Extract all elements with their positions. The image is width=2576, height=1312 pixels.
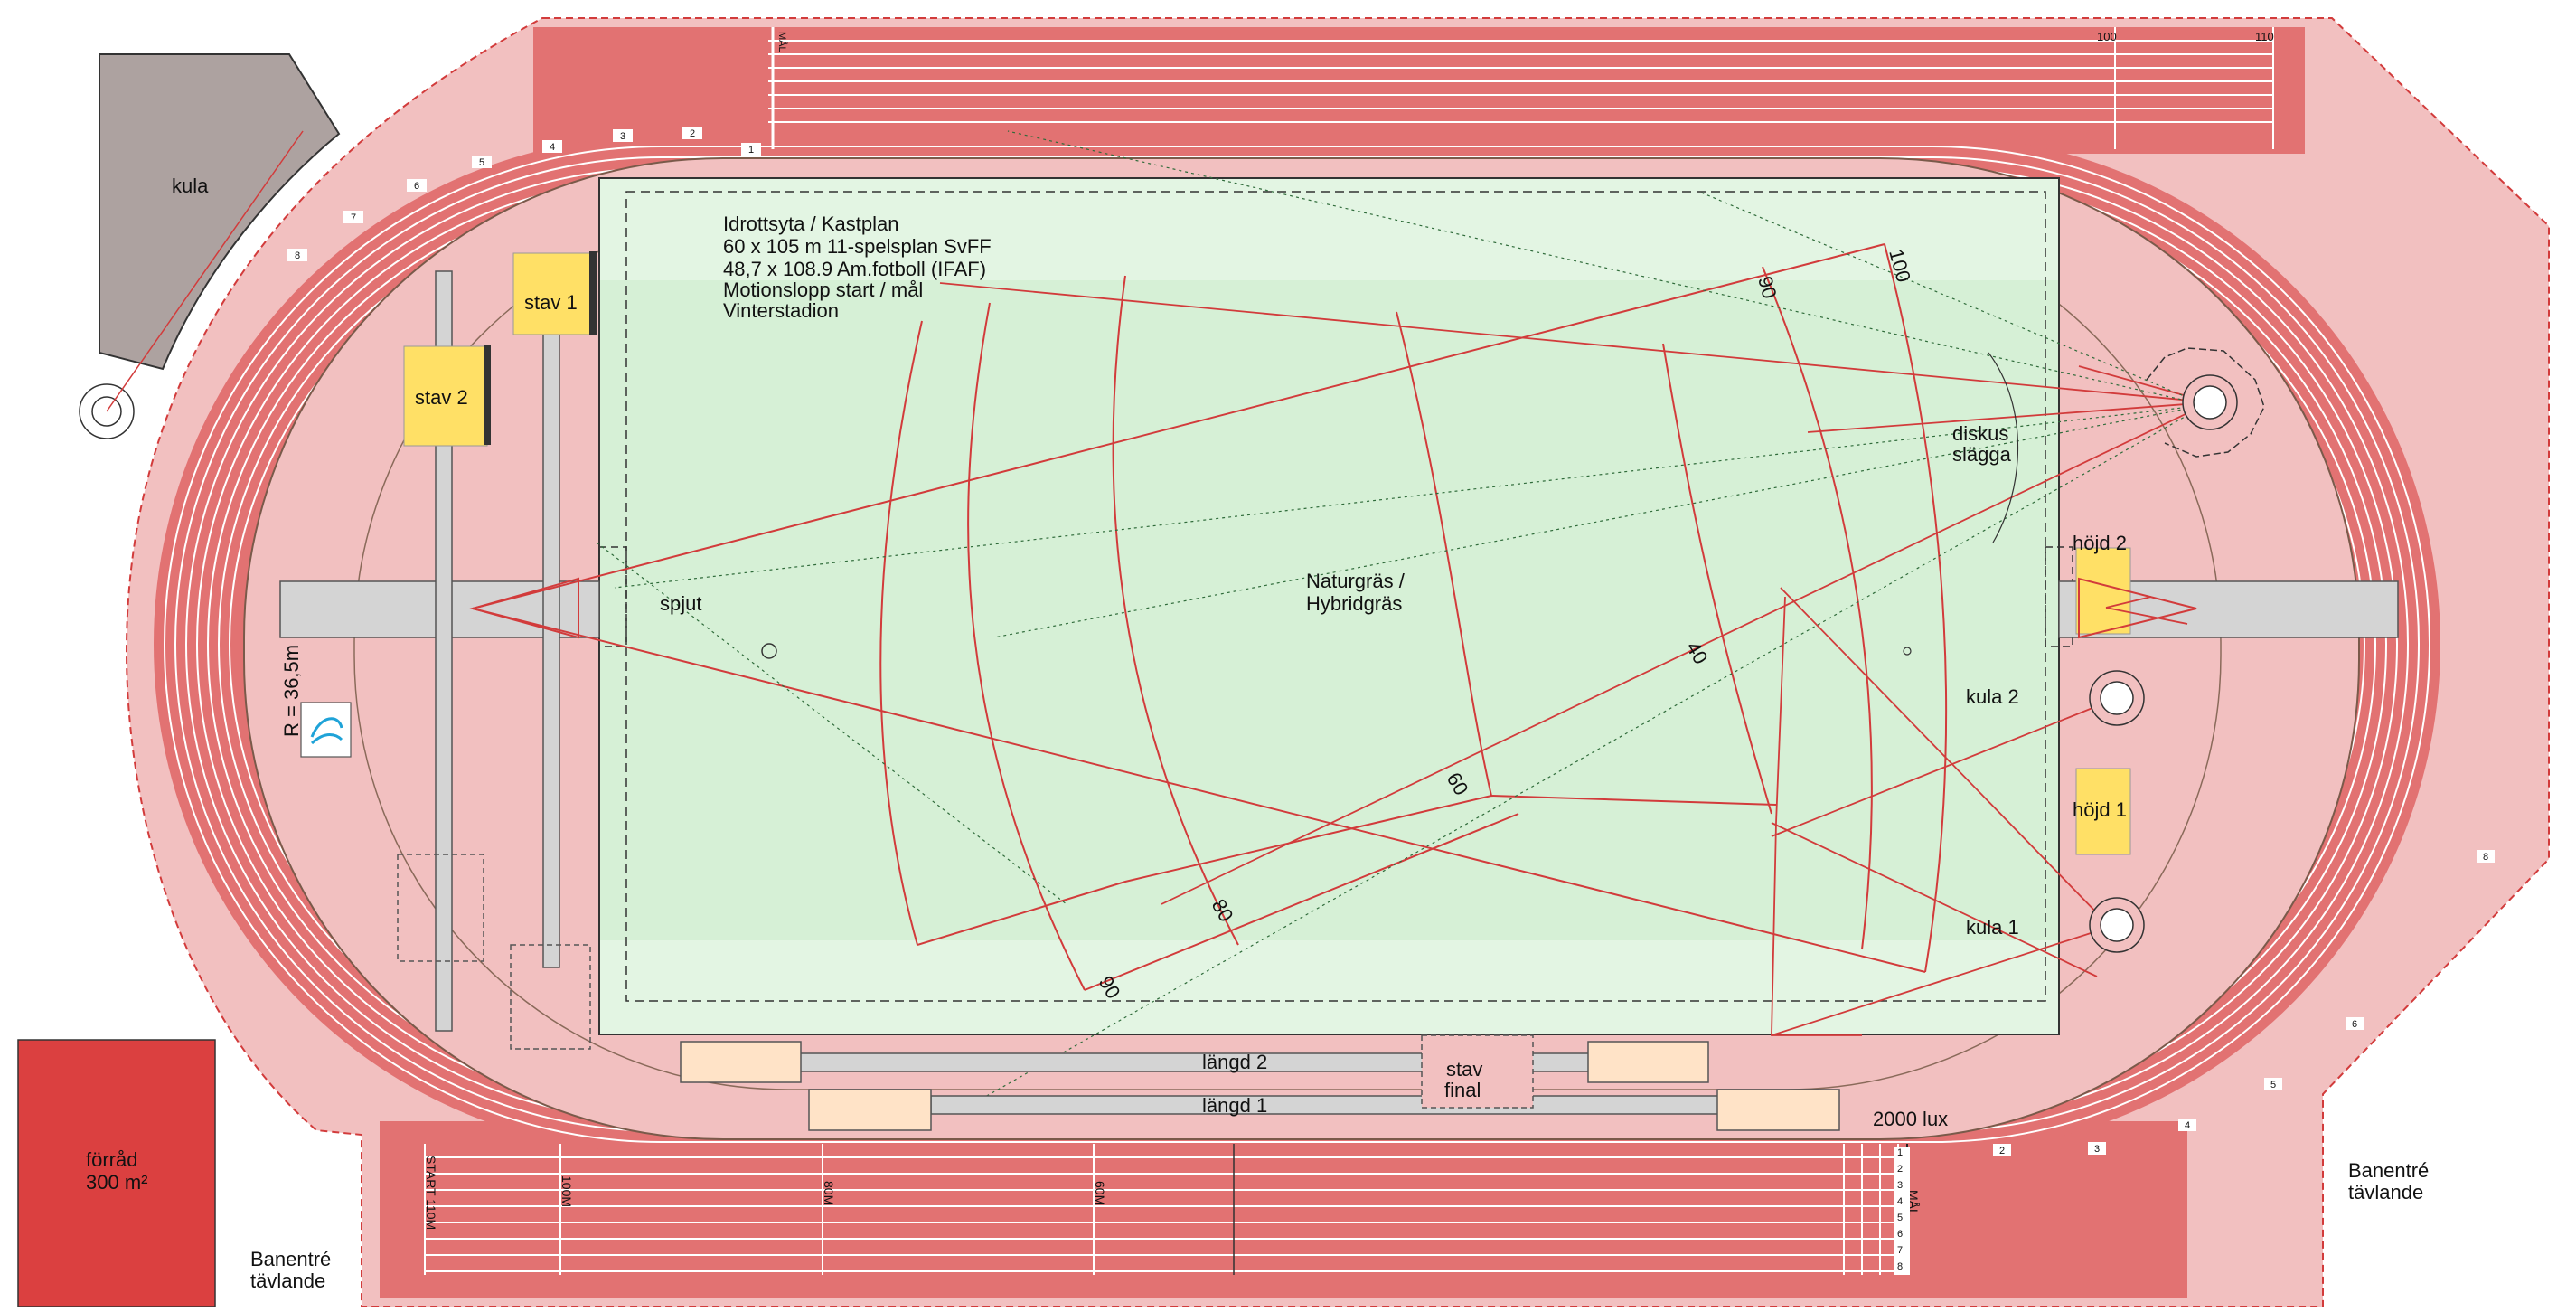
entrance-right-1: Banentré — [2348, 1159, 2429, 1182]
storage-building — [17, 1039, 216, 1307]
curve-lane-number: 4 — [2185, 1120, 2190, 1131]
kula-label-top: kula — [172, 175, 209, 197]
field-marker — [1903, 647, 1912, 656]
entrance-left-2: tävlande — [250, 1270, 325, 1292]
curve-lane-number: 4 — [550, 142, 555, 153]
pit-shadow-2 — [484, 345, 491, 445]
long-jump-2-pit-left — [680, 1041, 802, 1083]
lane-number: 3 — [1897, 1180, 1903, 1191]
spjut-label: spjut — [660, 592, 701, 615]
lane-number: 2 — [1897, 1164, 1903, 1175]
curve-lane-number: 6 — [2352, 1019, 2357, 1030]
mark-80m: 80M — [822, 1181, 836, 1205]
logo-swoosh — [310, 717, 343, 745]
curve-lane-number: 8 — [2483, 852, 2488, 863]
langd1-label: längd 1 — [1202, 1094, 1267, 1117]
storage-label-1: förråd — [86, 1148, 137, 1171]
lane-number: 4 — [1897, 1196, 1903, 1207]
mark-100-top: 100 — [2097, 30, 2117, 43]
javelin-runway-triangle — [469, 577, 579, 639]
lane-number: 5 — [1897, 1213, 1903, 1223]
curve-lane-number: 2 — [690, 128, 695, 139]
long-jump-1-pit-left — [808, 1089, 932, 1131]
track-straight-top — [533, 27, 2305, 154]
pole-vault-runway-2 — [435, 270, 453, 1032]
long-jump-1-runway — [930, 1095, 1745, 1115]
stav-final-box — [1421, 1034, 1534, 1109]
high-jump-fan — [2078, 577, 2197, 639]
grass-band — [600, 280, 2058, 940]
hojd2-label: höjd 2 — [2073, 532, 2127, 554]
long-jump-1-pit-right — [1716, 1089, 1840, 1131]
start-label: START 110M — [424, 1156, 438, 1230]
hojd1-label: höjd 1 — [2073, 798, 2127, 821]
javelin-marker — [761, 643, 777, 659]
mal-top: MÅL — [776, 32, 788, 52]
mark-100m: 100M — [559, 1175, 574, 1207]
curve-lane-number: 3 — [620, 131, 625, 142]
lane-number: 8 — [1897, 1261, 1903, 1272]
info-line-2: 60 x 105 m 11-spelsplan SvFF — [723, 235, 992, 258]
stav-final-label-2: final — [1444, 1079, 1481, 1101]
lane-number: 6 — [1897, 1229, 1903, 1240]
entrance-left-1: Banentré — [250, 1248, 331, 1270]
curve-lane-number: 1 — [748, 145, 754, 156]
long-jump-2-pit-right — [1587, 1041, 1709, 1083]
curve-lane-number: 6 — [414, 181, 419, 192]
mark-110-top: 110 — [2255, 30, 2274, 43]
curve-lane-number: 5 — [2270, 1080, 2276, 1090]
shot-circle-1 — [2089, 897, 2145, 953]
radius-label: R = 36,5m — [280, 645, 303, 737]
stav2-pit-outline — [397, 854, 484, 962]
curve-lane-number: 2 — [1999, 1146, 2005, 1156]
stav1-pit-outline — [510, 944, 591, 1050]
stav2-label: stav 2 — [415, 386, 468, 409]
entrance-right-2: tävlande — [2348, 1181, 2423, 1203]
diskus-label: diskus — [1952, 422, 2008, 445]
javelin-sector — [472, 243, 1948, 991]
shot-circle-2 — [2089, 670, 2145, 726]
discus-sector — [939, 282, 2211, 1036]
kula1-label: kula 1 — [1966, 916, 2019, 939]
lane-number: 1 — [1897, 1147, 1903, 1158]
shot-sector-outer — [99, 53, 341, 371]
pole-vault-runway-1 — [542, 334, 560, 968]
surface-label-2: Hybridgräs — [1306, 592, 1402, 615]
curve-lane-number: 8 — [295, 250, 300, 261]
hammer-arc — [1988, 352, 2019, 543]
curve-lane-numbers-right: 2 3 4 5 6 8 — [1993, 850, 2495, 1156]
kula2-label: kula 2 — [1966, 685, 2019, 708]
dotted-sector-lines — [596, 130, 2206, 1113]
shot-sector-line — [106, 130, 304, 412]
pit-shadow-1 — [589, 251, 597, 335]
lux-label: 2000 lux — [1873, 1108, 1948, 1130]
info-line-5: Vinterstadion — [723, 299, 839, 322]
mark-60m: 60M — [1093, 1181, 1107, 1205]
stav1-label: stav 1 — [524, 291, 578, 314]
stav1-pit — [512, 252, 594, 335]
lane-number: 7 — [1897, 1245, 1903, 1256]
info-line-3: 48,7 x 108.9 Am.fotboll (IFAF) — [723, 258, 986, 280]
curve-lane-numbers-top: 1 2 3 4 5 6 7 8 — [287, 127, 761, 261]
stav2-pit — [403, 345, 488, 447]
curve-lane-number: 7 — [351, 212, 356, 223]
slagga-label: slägga — [1952, 443, 2012, 466]
hojd2-pit — [2075, 547, 2131, 635]
storage-label-2: 300 m² — [86, 1171, 147, 1194]
discus-circle — [2182, 374, 2238, 430]
info-line-1: Idrottsyta / Kastplan — [723, 212, 898, 235]
logo-sign — [300, 702, 352, 758]
langd2-label: längd 2 — [1202, 1051, 1267, 1073]
surface-label-1: Naturgräs / — [1306, 570, 1406, 592]
curve-lane-number: 5 — [479, 157, 484, 168]
discus-cage — [2146, 347, 2265, 458]
lane-numbers-bottom: 1 2 3 4 5 6 7 8 — [1894, 1147, 1910, 1275]
straight-lane-lines-top — [768, 40, 2273, 123]
stav-final-label-1: stav — [1446, 1058, 1482, 1081]
info-line-4: Motionslopp start / mål — [723, 278, 923, 301]
curve-lane-number: 3 — [2094, 1144, 2100, 1155]
hojd1-pit — [2075, 768, 2131, 855]
